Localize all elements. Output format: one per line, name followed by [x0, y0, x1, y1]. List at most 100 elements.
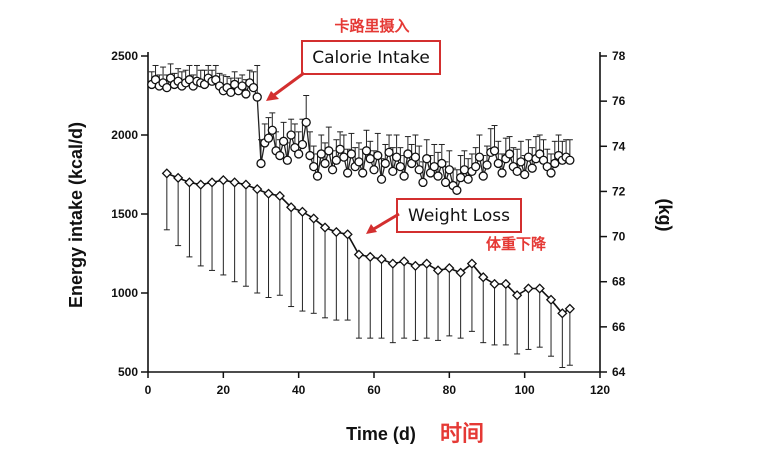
calorie-point — [346, 149, 357, 159]
calorie-point — [248, 82, 259, 93]
x-axis-label-cn: 时间 — [440, 422, 484, 447]
weight-point — [387, 258, 398, 269]
calorie-point — [294, 149, 304, 159]
calorie-point — [444, 165, 454, 175]
x-tick-label-1: 20 — [217, 383, 231, 397]
calorie-point — [489, 146, 500, 156]
calorie-point — [437, 158, 447, 169]
weight-point — [173, 172, 184, 184]
calorie-point — [497, 168, 507, 178]
y-right-tick-label-6: 76 — [612, 94, 626, 108]
weight-loss-callout: Weight Loss 体重下降 — [366, 198, 547, 253]
x-axis-label: Time (d) — [346, 424, 416, 444]
weight-point — [252, 184, 263, 195]
calorie-point — [380, 158, 390, 169]
y-right-tick-label-2: 68 — [612, 275, 626, 289]
calorie-point — [452, 185, 462, 195]
calorie-point — [418, 177, 428, 188]
weight-point — [444, 263, 455, 274]
y-axis-left-label: Energy intake (kcal/d) — [66, 122, 86, 308]
series-lines — [151, 76, 571, 315]
calorie-point — [305, 150, 315, 161]
y-left-tick-label-2: 1500 — [111, 207, 138, 221]
weight-point — [353, 249, 365, 260]
calorie-point — [324, 146, 334, 156]
series-markers — [147, 73, 575, 319]
weight-point — [376, 254, 387, 265]
calorie-point — [320, 158, 330, 169]
weight-point — [523, 283, 534, 294]
y-right-tick-label-3: 70 — [612, 230, 626, 244]
calorie-point — [256, 158, 266, 169]
calorie-point — [384, 147, 394, 158]
calorie-point — [267, 125, 277, 135]
calorie-point — [516, 157, 526, 167]
x-tick-label-5: 100 — [515, 383, 535, 397]
calorie-point — [358, 168, 368, 178]
calorie-point — [471, 161, 481, 172]
weight-loss-callout-text: Weight Loss — [408, 206, 510, 226]
calorie-point — [376, 174, 387, 184]
weight-point — [410, 260, 421, 272]
calorie-point — [493, 158, 503, 169]
x-tick-label-6: 120 — [590, 383, 610, 397]
y-right-tick-label-7: 78 — [612, 49, 626, 63]
weight-point — [564, 303, 575, 314]
calorie-point — [241, 89, 251, 99]
calorie-point — [512, 166, 522, 176]
calorie-point — [429, 161, 439, 172]
weight-point — [432, 265, 444, 276]
calorie-point — [312, 171, 323, 181]
calorie-point — [373, 150, 383, 161]
calorie-point — [301, 117, 311, 128]
calorie-intake-callout-text: Calorie Intake — [312, 48, 430, 68]
weight-point — [399, 256, 410, 267]
calorie-point — [365, 154, 375, 164]
weight-point — [161, 168, 172, 179]
calorie-intake-arrowhead — [266, 91, 279, 101]
calorie-point — [237, 81, 247, 91]
calorie-point — [316, 149, 326, 159]
weight-point — [489, 278, 500, 290]
calorie-intake-callout-box — [301, 40, 441, 75]
y-left-tick-label-0: 500 — [118, 365, 138, 379]
calorie-point — [331, 155, 341, 165]
calorie-point — [459, 165, 470, 175]
weight-point — [206, 177, 218, 188]
calorie-point — [565, 155, 575, 165]
weight-point — [297, 206, 308, 217]
weight-point — [466, 258, 478, 269]
calorie-point — [403, 149, 413, 159]
calorie-point — [527, 163, 537, 173]
weight-point — [365, 251, 376, 263]
y-right-tick-label-1: 66 — [612, 320, 626, 334]
calorie-point — [275, 150, 285, 161]
weight-point — [331, 226, 342, 238]
y-left-tick-label-1: 1000 — [111, 286, 138, 300]
weight-point — [545, 294, 557, 305]
calorie-point — [354, 157, 364, 167]
y-right-tick-label-0: 64 — [612, 365, 626, 379]
calorie-point — [422, 154, 432, 164]
weight-point — [184, 177, 195, 188]
calorie-point — [339, 152, 349, 162]
calorie-point — [388, 166, 398, 176]
weight-point — [319, 222, 331, 233]
calorie-point — [162, 82, 172, 93]
calorie-point — [395, 161, 406, 172]
calorie-point — [252, 92, 262, 102]
calorie-point — [369, 165, 379, 175]
x-tick-label-2: 40 — [292, 383, 306, 397]
weight-point — [478, 272, 489, 283]
weight-point — [512, 290, 523, 301]
weight-point — [218, 175, 229, 186]
calorie-point — [440, 177, 451, 188]
calorie-point — [226, 87, 236, 97]
calorie-point — [391, 152, 402, 162]
calorie-point — [410, 152, 421, 162]
calorie-point — [342, 168, 353, 178]
weight-point — [263, 188, 274, 199]
y-right-tick-label-5: 74 — [612, 139, 626, 153]
calorie-point — [520, 169, 530, 180]
